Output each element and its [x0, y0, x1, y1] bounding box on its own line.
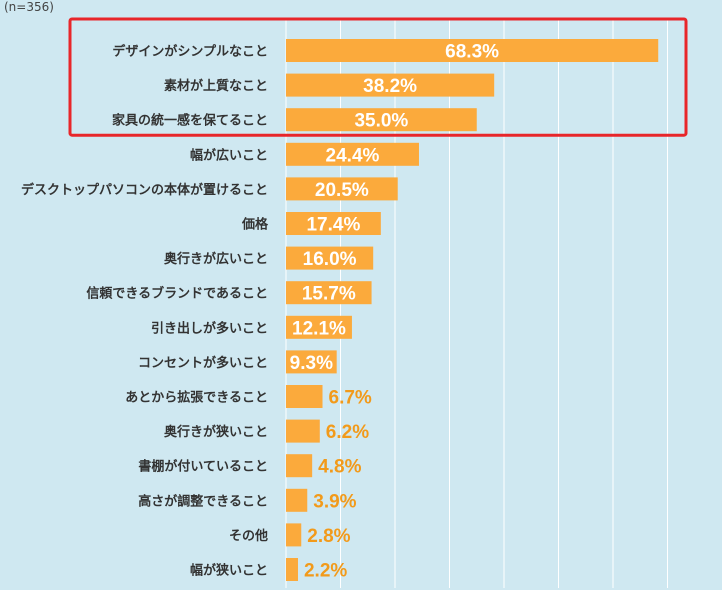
- bar: [286, 212, 381, 235]
- bar: [286, 142, 419, 166]
- data-label: 68.3%: [445, 42, 499, 63]
- bar: [286, 419, 320, 443]
- category-label: 幅が狭いこと: [190, 563, 268, 579]
- category-label: 素材が上質なこと: [164, 78, 268, 94]
- data-label: 17.4%: [306, 215, 360, 236]
- bar: [286, 454, 313, 478]
- sample-size-note: (n=356): [4, 0, 54, 14]
- category-label: 奥行きが広いこと: [164, 251, 268, 267]
- category-label: 価格: [241, 217, 269, 233]
- category-label: 家具の統一感を保てること: [112, 113, 268, 129]
- category-label: 引き出しが多いこと: [151, 320, 268, 336]
- data-label: 2.8%: [307, 526, 350, 547]
- bar: [286, 385, 323, 408]
- data-label: 20.5%: [315, 180, 369, 201]
- category-label: コンセントが多いこと: [138, 355, 268, 371]
- data-label: 35.0%: [354, 111, 408, 132]
- category-label: 書棚が付いていること: [138, 459, 268, 475]
- data-label: 3.9%: [313, 491, 356, 512]
- data-label: 9.3%: [290, 353, 333, 374]
- data-label: 12.1%: [292, 318, 346, 339]
- data-label: 6.2%: [326, 422, 369, 443]
- category-label: 高さが調整できること: [138, 493, 268, 509]
- bar: [286, 108, 477, 132]
- category-label: 幅が広いこと: [190, 147, 268, 163]
- category-label: その他: [229, 528, 268, 544]
- category-label: 奥行きが狭いこと: [164, 424, 268, 440]
- data-label: 4.8%: [318, 457, 361, 478]
- data-label: 24.4%: [326, 145, 380, 166]
- bar: [286, 558, 298, 581]
- data-label: 2.2%: [304, 561, 347, 582]
- category-label: デザインがシンプルなこと: [112, 44, 268, 60]
- data-label: 16.0%: [303, 249, 357, 270]
- bar: [286, 315, 352, 339]
- category-label: あとから拡張できること: [125, 390, 268, 406]
- bar: [286, 350, 337, 374]
- bar: [286, 281, 372, 305]
- bar: [286, 488, 308, 512]
- bar: [286, 177, 398, 201]
- bar: [286, 246, 374, 270]
- bar: [286, 39, 659, 62]
- data-label: 38.2%: [363, 76, 417, 97]
- highlight-box: [68, 17, 688, 137]
- data-label: 6.7%: [329, 388, 372, 409]
- category-label: デスクトップパソコンの本体が置けること: [21, 182, 268, 198]
- category-label: 信頼できるブランドであること: [86, 286, 268, 302]
- data-label: 15.7%: [302, 284, 356, 305]
- bar: [286, 523, 302, 547]
- bar: [286, 73, 495, 97]
